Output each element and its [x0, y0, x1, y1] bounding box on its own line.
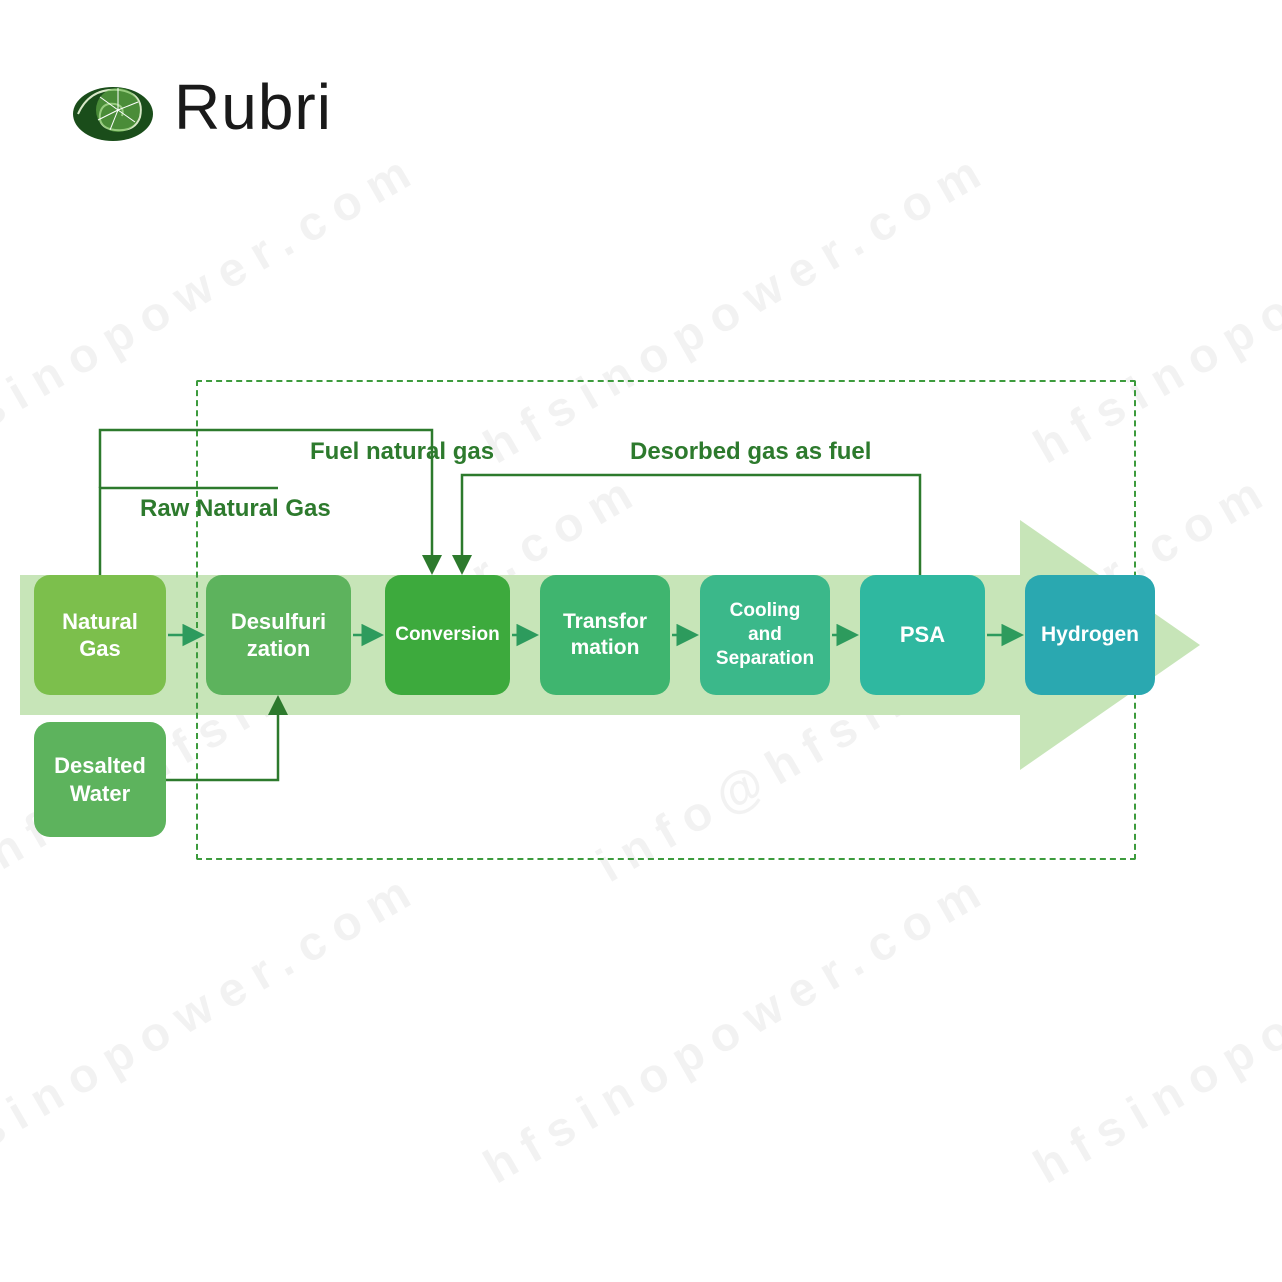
shell-icon: [70, 72, 156, 142]
label-desorbed: Desorbed gas as fuel: [630, 438, 871, 466]
watermark: hfsinopower.com: [1025, 860, 1282, 1195]
node-desalted-water: DesaltedWater: [34, 722, 166, 837]
node-transformation: Transformation: [540, 575, 670, 695]
label-fuel-gas: Fuel natural gas: [310, 438, 494, 466]
brand-name: Rubri: [174, 70, 332, 144]
process-flowchart: NaturalGas DesaltedWater Desulfurization Co…: [20, 380, 1260, 880]
node-natural-gas: NaturalGas: [34, 575, 166, 695]
node-conversion: Conversion: [385, 575, 510, 695]
node-hydrogen: Hydrogen: [1025, 575, 1155, 695]
watermark: hfsinopower.com: [475, 860, 1000, 1195]
node-desulfurization: Desulfurization: [206, 575, 351, 695]
node-psa: PSA: [860, 575, 985, 695]
label-raw-gas: Raw Natural Gas: [140, 495, 331, 523]
brand-logo: Rubri: [70, 70, 332, 144]
node-cooling: CoolingandSeparation: [700, 575, 830, 695]
watermark: hfsinopower.com: [0, 860, 430, 1195]
